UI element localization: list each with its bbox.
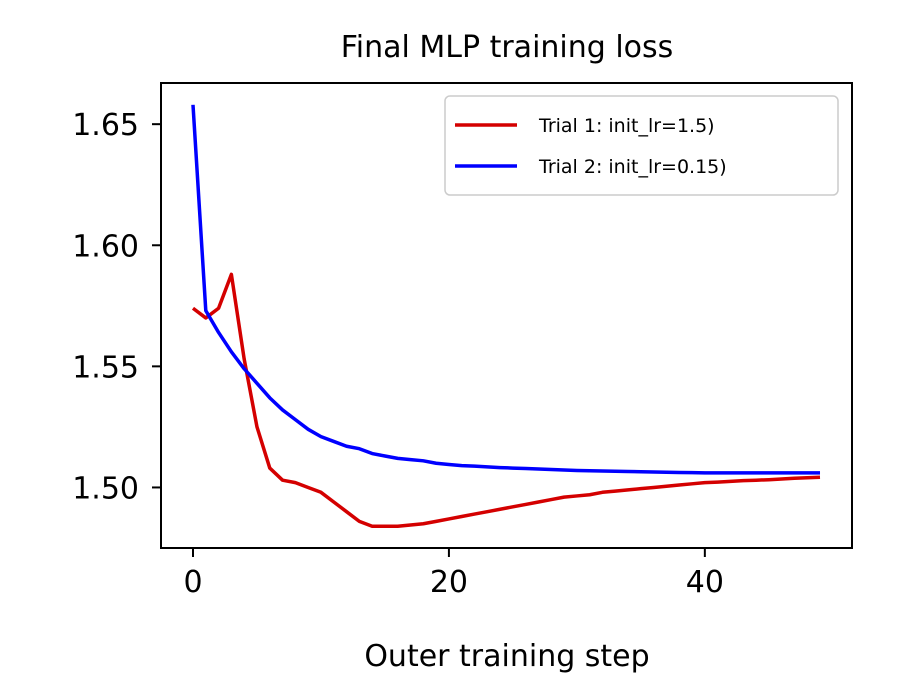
y-tick-label: 1.55 <box>72 350 139 385</box>
legend-box <box>444 95 839 196</box>
series-line-trial-1 <box>191 272 821 528</box>
legend-label-trial-1: Trial 1: init_lr=1.5) <box>538 115 715 137</box>
x-tick-label: 0 <box>183 565 202 600</box>
ticks-layer: 0 20 40 1.50 1.55 1.60 1.65 <box>72 108 724 600</box>
plot-frame <box>160 82 853 549</box>
chart-title: Final MLP training loss <box>341 30 674 65</box>
x-tick-label: 40 <box>686 565 724 600</box>
x-tick-label: 20 <box>430 565 468 600</box>
y-tick-label: 1.65 <box>72 108 139 143</box>
y-tick-label: 1.60 <box>72 229 139 264</box>
y-tick-label: 1.50 <box>72 471 139 506</box>
legend: Trial 1: init_lr=1.5) Trial 2: init_lr=0… <box>444 95 839 196</box>
series-layer <box>191 104 821 528</box>
x-axis-label: Outer training step <box>364 639 649 674</box>
series-line-trial-2 <box>191 104 821 475</box>
legend-label-trial-2: Trial 2: init_lr=0.15) <box>538 156 727 178</box>
